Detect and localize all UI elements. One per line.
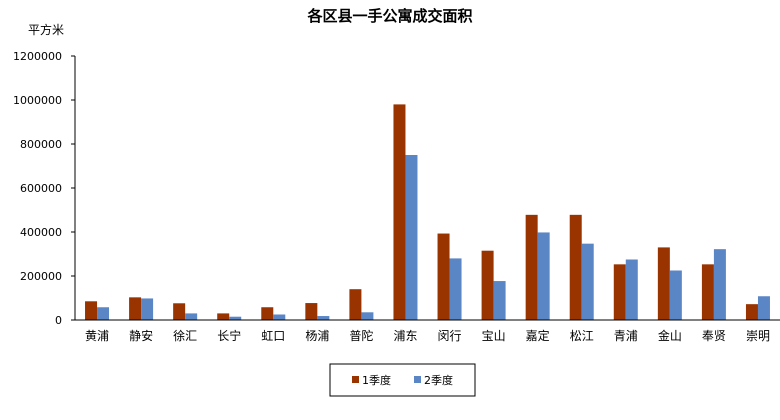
legend-box [329, 363, 476, 397]
y-tick-label: 200000 [20, 270, 62, 283]
bar-q2 [625, 259, 638, 320]
x-tick-label: 崇明 [746, 329, 770, 343]
bar-q2 [581, 243, 594, 320]
bars [85, 104, 770, 321]
y-tick-label: 1200000 [13, 50, 62, 63]
bar-q1 [701, 264, 714, 320]
y-tick-label: 1000000 [13, 94, 62, 107]
x-tick-label: 闵行 [438, 328, 462, 343]
bar-q2 [317, 316, 330, 320]
axes [74, 56, 780, 321]
x-tick-label: 普陀 [349, 328, 373, 343]
bar-q1 [525, 214, 538, 320]
bar-q1 [569, 214, 582, 320]
bar-q2 [361, 312, 374, 320]
legend-swatch [352, 376, 359, 383]
bar-q1 [349, 289, 362, 320]
bar-q2 [97, 307, 110, 320]
x-tick-label: 宝山 [482, 329, 506, 343]
x-tick-label: 杨浦 [305, 328, 329, 343]
bar-q2 [713, 249, 726, 320]
bar-q2 [537, 232, 550, 320]
bar-q1 [261, 307, 274, 320]
bar-q1 [481, 250, 494, 320]
bar-q1 [393, 104, 406, 321]
bar-q2 [669, 270, 682, 320]
y-tick-label: 800000 [20, 138, 62, 151]
x-tick-label: 奉贤 [702, 329, 726, 343]
bar-q2 [449, 258, 462, 320]
chart-title: 各区县一手公寓成交面积 [306, 7, 472, 25]
x-tick-label: 青浦 [614, 329, 638, 343]
y-tick-label: 400000 [20, 226, 62, 239]
bar-q1 [85, 301, 98, 320]
bar-q2 [405, 155, 418, 320]
x-tick-label: 静安 [129, 328, 153, 343]
y-tick-label: 600000 [20, 182, 62, 195]
bar-q2 [229, 316, 242, 320]
bar-q1 [745, 304, 758, 320]
bar-q2 [141, 298, 154, 320]
x-tick-label: 金山 [658, 328, 682, 343]
x-tick-label: 虹口 [261, 329, 285, 343]
bar-q1 [437, 233, 450, 320]
y-tick-label: 0 [55, 314, 62, 327]
bar-q1 [613, 264, 626, 320]
bar-q2 [185, 313, 198, 320]
axis-ticks: 0 200000 400000 600000 800000 1000000 1200000 黄… [13, 50, 770, 343]
legend-label: 2季度 [424, 373, 453, 387]
bar-q2 [757, 296, 770, 320]
bar-q1 [657, 247, 670, 320]
bar-q1 [129, 297, 142, 320]
x-tick-label: 徐汇 [173, 328, 197, 343]
bar-q1 [217, 313, 230, 320]
x-tick-label: 嘉定 [526, 328, 550, 343]
x-tick-label: 黄浦 [85, 329, 109, 343]
bar-q2 [273, 314, 286, 320]
bar-q1 [173, 303, 186, 320]
bar-q2 [493, 281, 506, 320]
y-axis-unit-label: 平方米 [28, 22, 64, 37]
x-tick-label: 长宁 [217, 328, 241, 343]
legend-label: 1季度 [362, 373, 391, 387]
bar-q1 [305, 303, 318, 320]
x-tick-label: 松江 [570, 329, 594, 343]
x-tick-label: 浦东 [393, 329, 417, 343]
legend: 1季度 2季度 [329, 363, 476, 397]
legend-swatch [414, 376, 421, 383]
